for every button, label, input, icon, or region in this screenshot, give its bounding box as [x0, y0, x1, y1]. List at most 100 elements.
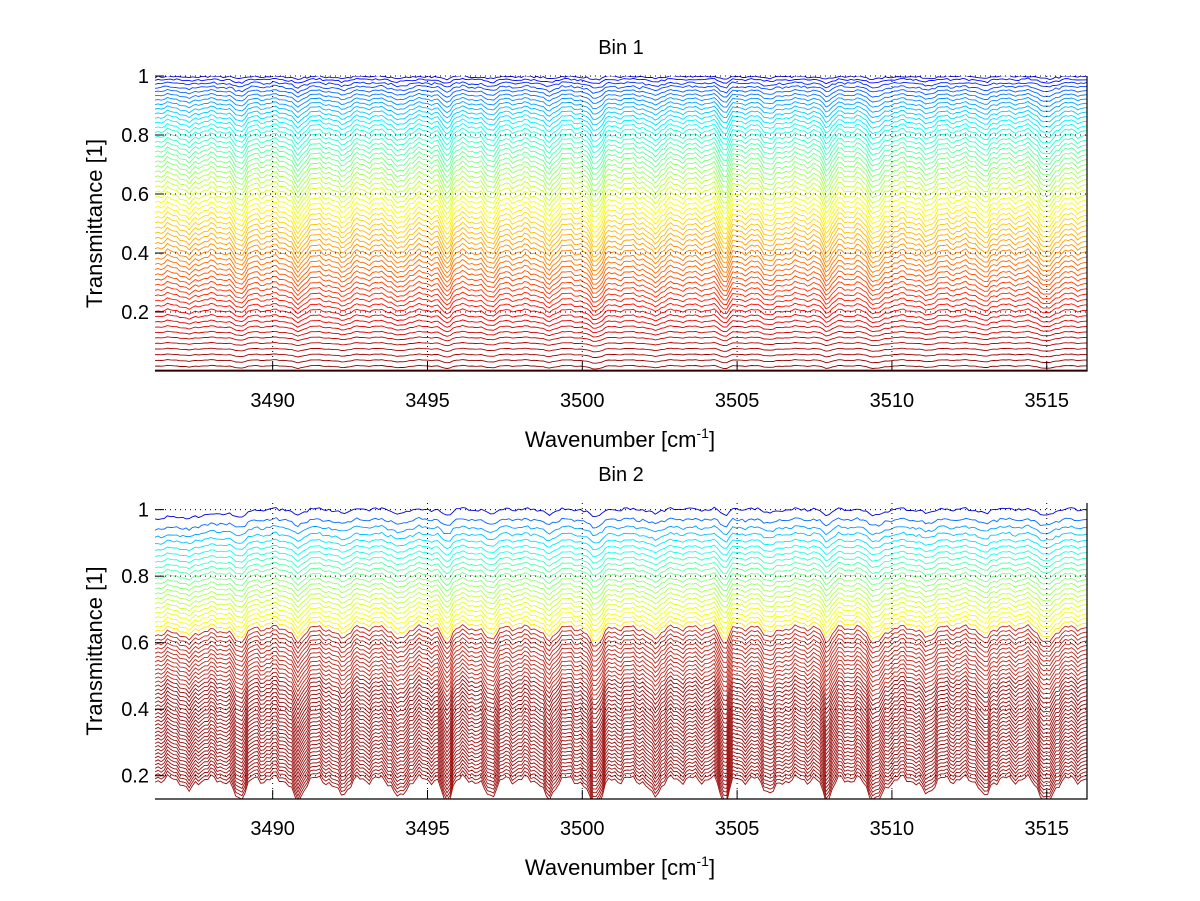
spectrum-line [155, 136, 1087, 159]
spectrum-line [155, 666, 1087, 696]
y-axis-label: Transmittance [1] [82, 139, 107, 308]
spectrum-line [155, 84, 1087, 94]
spectrum-line [155, 269, 1087, 290]
spectrum-line [155, 717, 1087, 753]
chart-title: Bin 2 [598, 464, 644, 486]
spectrum-line [155, 674, 1087, 705]
spectrum-line [155, 710, 1087, 745]
spectrum-line [155, 76, 1087, 81]
y-tick-label: 1 [138, 500, 149, 522]
spectrum-line [155, 744, 1087, 779]
spectrum-line [155, 359, 1087, 364]
x-tick-label: 3500 [560, 390, 605, 412]
x-ticks: 3490 3495 3500 3505 3510 3515 [250, 790, 1069, 840]
y-tick-label: 0.4 [121, 699, 149, 721]
axes-bin-2: Bin 2 3490 3495 3500 3505 3510 3515 0.2 0.4 0.6… [82, 464, 1088, 880]
spectrum-line [155, 232, 1087, 257]
spectrum-line [155, 759, 1087, 794]
spectrum-line [155, 205, 1087, 233]
x-axis-label: Wavenumber [cm-1] [525, 425, 715, 452]
spectrum-line [155, 127, 1087, 148]
spectrum-line [155, 150, 1087, 175]
spectrum-line [155, 524, 1087, 539]
spectrum-line [155, 517, 1087, 531]
spectrum-line [155, 77, 1087, 85]
spectrum-line [155, 733, 1087, 768]
spectrum-line [155, 619, 1087, 642]
chart-title: Bin 1 [598, 37, 644, 59]
spectrum-line [155, 96, 1087, 110]
spectrum-line [155, 538, 1087, 552]
spectrum-line [155, 313, 1087, 325]
x-ticks: 3490 3495 3500 3505 3510 3515 [250, 362, 1069, 412]
y-tick-label: 0.8 [121, 125, 149, 147]
spectrum-line [155, 319, 1087, 329]
y-tick-label: 0.2 [121, 302, 149, 324]
spectrum-line [155, 221, 1087, 248]
spectrum-line [155, 88, 1087, 99]
spectrum-line [155, 264, 1087, 285]
spectrum-line [155, 92, 1087, 104]
grid-lines [155, 75, 1087, 371]
spectrum-line [155, 649, 1087, 677]
spectrum-line [155, 561, 1087, 576]
spectrum-line [155, 714, 1087, 749]
spectrum-line [155, 670, 1087, 701]
spectrum-line [155, 200, 1087, 228]
y-tick-label: 0.2 [121, 766, 149, 788]
spectrum-line [155, 751, 1087, 786]
spectrum-line [155, 544, 1087, 558]
spectrum-line [155, 211, 1087, 238]
spectrum-line [155, 286, 1087, 303]
spectrum-line [155, 645, 1087, 672]
spectrum-line [155, 721, 1087, 756]
spectrum-line [155, 297, 1087, 312]
spectrum-line [155, 571, 1087, 588]
spectrum-line [155, 605, 1087, 626]
spectrum-line [155, 160, 1087, 186]
x-tick-label: 3510 [870, 818, 915, 840]
grid-lines [155, 503, 1087, 799]
spectrum-line [155, 336, 1087, 342]
spectrum-line [155, 195, 1087, 223]
spectrum-line [155, 641, 1087, 667]
spectrum-line [155, 581, 1087, 599]
spectrum-line [155, 654, 1087, 682]
axes-frame [154, 502, 1088, 800]
x-tick-label: 3490 [250, 390, 295, 412]
y-ticks: 0.2 0.4 0.6 0.8 1 [121, 500, 164, 788]
x-tick-label: 3515 [1024, 818, 1069, 840]
y-axis-label: Transmittance [1] [82, 566, 107, 735]
spectrum-line [155, 725, 1087, 760]
y-tick-label: 0.6 [121, 633, 149, 655]
spectrum-line [155, 330, 1087, 338]
x-tick-label: 3515 [1024, 390, 1069, 412]
spectrum-line [155, 729, 1087, 764]
spectrum-line [155, 353, 1087, 358]
spectrum-line [155, 113, 1087, 131]
y-ticks: 0.2 0.4 0.6 0.8 1 [121, 66, 164, 324]
spectrum-line [155, 566, 1087, 582]
spectrum-line [155, 180, 1087, 207]
plot-area [155, 76, 1087, 371]
spectrum-line [155, 658, 1087, 686]
spectrum-line [155, 347, 1087, 353]
spectrum-line [155, 291, 1087, 307]
spectrum-line [155, 766, 1087, 799]
y-tick-label: 0.6 [121, 184, 149, 206]
y-tick-label: 0.8 [121, 566, 149, 588]
spectrum-line [155, 141, 1087, 164]
spectrum-line [155, 736, 1087, 771]
spectrum-line [155, 146, 1087, 170]
spectrum-line [155, 302, 1087, 316]
spectrum-line [155, 773, 1087, 799]
x-tick-label: 3505 [715, 390, 760, 412]
spectrum-line [155, 248, 1087, 271]
x-tick-label: 3505 [715, 818, 760, 840]
spectrum-line [155, 755, 1087, 790]
spectrum-line [155, 275, 1087, 294]
spectrum-line [155, 694, 1087, 728]
spectrum-line [155, 170, 1087, 197]
spectrum-line [155, 740, 1087, 775]
